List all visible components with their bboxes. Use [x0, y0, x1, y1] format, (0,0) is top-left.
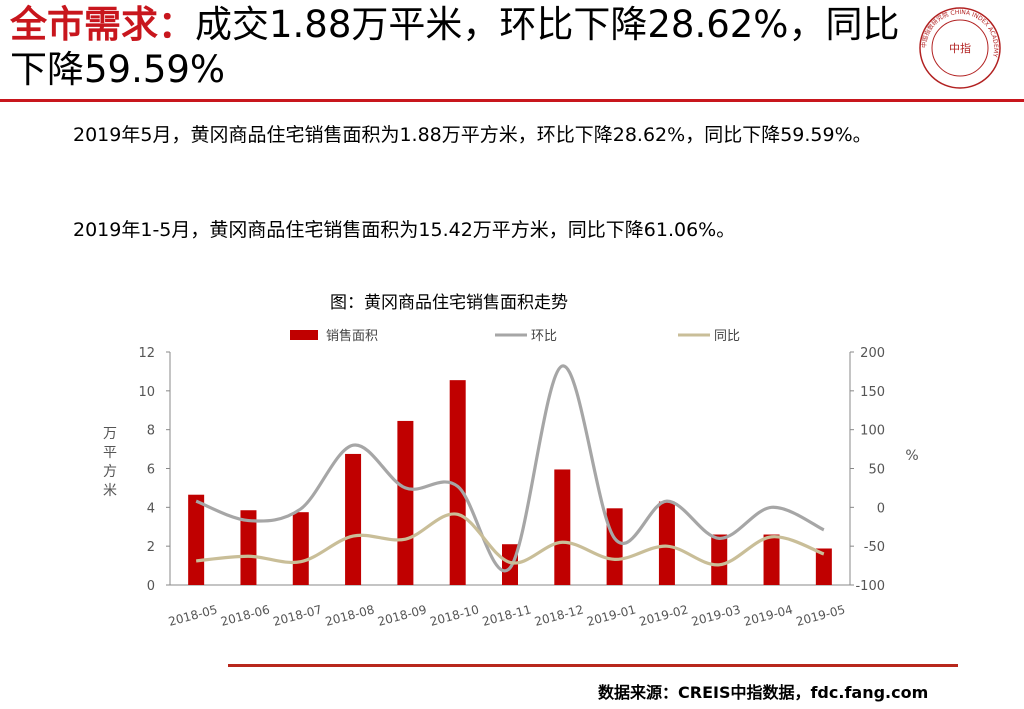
sales-area-chart: 0 2 4 6 8 10 12 -100 -50 0 50 100 150 200 万平方米% 2018-05… [103, 328, 919, 629]
logo-center-text: 中指 [949, 41, 971, 55]
right-tick-label: -50 [864, 540, 885, 555]
bar-2019-03 [711, 534, 728, 585]
bar-2019-01 [606, 508, 623, 585]
right-axis-label: % [905, 448, 918, 464]
right-tick-label: 200 [860, 346, 885, 361]
legend-swatch-销售面积 [290, 330, 318, 340]
bar-2019-02 [658, 501, 675, 585]
bar-2018-07 [292, 512, 309, 585]
x-tick-label: 2019-01 [585, 602, 637, 629]
title-text: 成交1.88万平米，环比下降28.62%，同比下降59.59% [10, 3, 900, 91]
x-tick-label: 2018-10 [428, 602, 480, 629]
bar-2018-05 [188, 494, 205, 585]
x-tick-label: 2018-09 [376, 602, 428, 629]
x-tick-label: 2019-02 [638, 602, 690, 629]
legend-label: 环比 [531, 329, 557, 344]
legend-label: 同比 [714, 329, 740, 344]
right-tick-label: 150 [860, 385, 885, 400]
left-tick-label: 12 [138, 346, 155, 361]
right-tick-label: 0 [877, 501, 885, 516]
x-tick-label: 2019-04 [742, 602, 794, 629]
x-tick-label: 2018-08 [324, 602, 376, 629]
data-source: 数据来源：CREIS中指数据，fdc.fang.com [598, 683, 929, 702]
left-tick-label: 2 [147, 540, 155, 555]
title-highlight: 全市需求： [10, 3, 195, 46]
page-title: 全市需求：成交1.88万平米，环比下降28.62%，同比下降59.59% [10, 2, 910, 92]
right-tick-label: 100 [860, 424, 885, 439]
bar-2019-05 [815, 548, 832, 585]
left-tick-label: 0 [147, 579, 155, 594]
chart-title: 图：黄冈商品住宅销售面积走势 [330, 293, 568, 313]
left-axis-label: 万平方米 [103, 426, 117, 499]
paragraph-monthly: 2019年5月，黄冈商品住宅销售面积为1.88万平方米，环比下降28.62%，同… [73, 124, 872, 146]
bar-2018-10 [449, 380, 466, 585]
bar-2018-08 [345, 453, 362, 585]
title-divider [0, 99, 1024, 102]
x-tick-label: 2018-06 [219, 602, 271, 629]
bar-2018-09 [397, 420, 414, 585]
bar-2018-06 [240, 510, 257, 585]
paragraph-ytd: 2019年1-5月，黄冈商品住宅销售面积为15.42万平方米，同比下降61.06… [73, 219, 736, 241]
left-tick-label: 10 [138, 385, 155, 400]
x-tick-label: 2018-07 [271, 602, 323, 629]
x-tick-label: 2019-05 [795, 602, 847, 629]
bar-2019-04 [763, 534, 780, 585]
line-环比 [195, 364, 825, 573]
x-tick-label: 2018-11 [481, 602, 533, 629]
x-tick-label: 2019-03 [690, 602, 742, 629]
x-tick-label: 2018-05 [167, 602, 219, 629]
left-tick-label: 8 [147, 424, 155, 439]
legend-label: 销售面积 [326, 328, 378, 344]
right-tick-label: 50 [868, 463, 885, 478]
bar-2018-12 [554, 469, 571, 585]
footer-divider [228, 664, 958, 667]
bar-2018-11 [502, 544, 518, 585]
left-tick-label: 6 [147, 463, 155, 478]
right-tick-label: -100 [855, 579, 885, 594]
x-tick-label: 2018-12 [533, 602, 585, 629]
academy-logo: 中国指数研究院 CHINA INDEX ACADEMY 中指 [919, 7, 1001, 89]
left-tick-label: 4 [147, 501, 155, 516]
line-同比 [196, 512, 825, 567]
